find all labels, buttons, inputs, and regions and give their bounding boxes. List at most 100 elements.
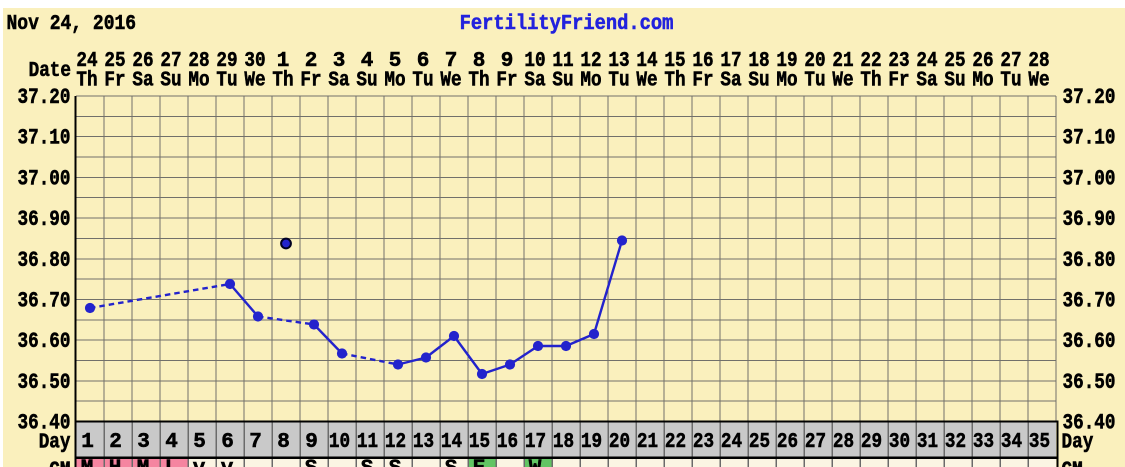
- svg-text:Tu: Tu: [608, 70, 629, 93]
- svg-text:Th: Th: [860, 70, 881, 93]
- svg-text:20: 20: [609, 431, 630, 454]
- svg-text:17: 17: [525, 431, 546, 454]
- svg-text:S: S: [389, 458, 402, 467]
- svg-text:W: W: [529, 458, 542, 467]
- svg-text:30: 30: [244, 50, 265, 73]
- svg-text:21: 21: [637, 431, 658, 454]
- svg-text:30: 30: [889, 431, 910, 454]
- svg-text:Day: Day: [39, 432, 71, 455]
- svg-text:Sa: Sa: [132, 70, 154, 93]
- svg-text:36.40: 36.40: [18, 411, 71, 436]
- svg-text:36.80: 36.80: [18, 248, 71, 273]
- svg-text:37.20: 37.20: [18, 85, 71, 110]
- svg-text:6: 6: [417, 50, 430, 73]
- svg-text:6: 6: [221, 431, 234, 454]
- svg-text:v: v: [221, 458, 234, 467]
- svg-text:14: 14: [636, 50, 657, 73]
- svg-text:22: 22: [665, 431, 686, 454]
- svg-text:36.40: 36.40: [1063, 411, 1116, 436]
- svg-text:3: 3: [137, 431, 150, 454]
- svg-text:28: 28: [188, 50, 209, 73]
- svg-text:37.00: 37.00: [18, 166, 71, 191]
- svg-text:Su: Su: [160, 70, 181, 93]
- svg-text:19: 19: [581, 431, 602, 454]
- svg-text:H: H: [109, 458, 122, 467]
- svg-text:CM: CM: [1062, 460, 1083, 467]
- svg-text:We: We: [440, 70, 461, 93]
- svg-text:26: 26: [132, 50, 153, 73]
- svg-text:Tu: Tu: [412, 70, 433, 93]
- svg-text:34: 34: [1001, 431, 1022, 454]
- svg-text:27: 27: [805, 431, 826, 454]
- svg-text:Mo: Mo: [776, 70, 797, 93]
- svg-text:5: 5: [389, 50, 402, 73]
- svg-text:36.70: 36.70: [1063, 288, 1116, 313]
- svg-text:5: 5: [193, 431, 206, 454]
- svg-text:8: 8: [277, 431, 290, 454]
- svg-text:Fr: Fr: [496, 70, 517, 93]
- svg-text:37.00: 37.00: [1063, 166, 1116, 191]
- svg-text:Mo: Mo: [972, 70, 993, 93]
- svg-text:2: 2: [305, 50, 318, 73]
- svg-text:Fr: Fr: [300, 70, 321, 93]
- svg-text:26: 26: [972, 50, 993, 73]
- svg-text:Tu: Tu: [804, 70, 825, 93]
- svg-text:20: 20: [804, 50, 825, 73]
- svg-text:We: We: [244, 70, 265, 93]
- svg-text:11: 11: [552, 50, 573, 73]
- svg-text:3: 3: [333, 50, 346, 73]
- svg-text:21: 21: [832, 50, 853, 73]
- svg-text:We: We: [636, 70, 657, 93]
- svg-text:35: 35: [1029, 431, 1050, 454]
- svg-text:Fr: Fr: [888, 70, 909, 93]
- svg-text:16: 16: [497, 431, 518, 454]
- svg-text:S: S: [305, 458, 318, 467]
- svg-text:Sa: Sa: [916, 70, 938, 93]
- svg-text:31: 31: [917, 431, 938, 454]
- svg-text:36.70: 36.70: [18, 288, 71, 313]
- svg-text:Mo: Mo: [580, 70, 601, 93]
- svg-text:17: 17: [720, 50, 741, 73]
- svg-text:36.60: 36.60: [18, 329, 71, 354]
- svg-text:E: E: [473, 458, 486, 467]
- svg-text:11: 11: [357, 431, 378, 454]
- svg-text:Day: Day: [1062, 432, 1094, 455]
- svg-text:37.10: 37.10: [18, 126, 71, 151]
- svg-text:Mo: Mo: [384, 70, 405, 93]
- svg-text:8: 8: [473, 50, 486, 73]
- svg-text:36.90: 36.90: [1063, 207, 1116, 232]
- svg-text:Sa: Sa: [328, 70, 350, 93]
- svg-text:15: 15: [664, 50, 685, 73]
- svg-text:25: 25: [749, 431, 770, 454]
- svg-text:L: L: [165, 458, 178, 467]
- svg-text:29: 29: [216, 50, 237, 73]
- svg-text:13: 13: [413, 431, 434, 454]
- svg-text:33: 33: [973, 431, 994, 454]
- svg-text:Th: Th: [664, 70, 685, 93]
- svg-text:24: 24: [76, 50, 97, 73]
- svg-text:Su: Su: [356, 70, 377, 93]
- svg-text:v: v: [193, 458, 206, 467]
- svg-text:13: 13: [608, 50, 629, 73]
- svg-text:25: 25: [944, 50, 965, 73]
- svg-text:28: 28: [833, 431, 854, 454]
- svg-text:10: 10: [329, 431, 350, 454]
- svg-text:36.50: 36.50: [1063, 370, 1116, 395]
- svg-text:28: 28: [1028, 50, 1049, 73]
- svg-text:23: 23: [693, 431, 714, 454]
- svg-text:Su: Su: [552, 70, 573, 93]
- svg-text:37.10: 37.10: [1063, 126, 1116, 151]
- svg-text:14: 14: [441, 431, 462, 454]
- svg-text:Su: Su: [944, 70, 965, 93]
- svg-text:CM: CM: [49, 460, 70, 467]
- svg-text:9: 9: [501, 50, 514, 73]
- svg-text:36.90: 36.90: [18, 207, 71, 232]
- svg-text:25: 25: [104, 50, 125, 73]
- svg-text:12: 12: [385, 431, 406, 454]
- svg-text:Date: Date: [29, 60, 71, 83]
- svg-text:FertilityFriend.com: FertilityFriend.com: [460, 13, 674, 36]
- svg-text:26: 26: [777, 431, 798, 454]
- svg-text:Mo: Mo: [188, 70, 209, 93]
- svg-text:27: 27: [160, 50, 181, 73]
- svg-text:9: 9: [305, 431, 318, 454]
